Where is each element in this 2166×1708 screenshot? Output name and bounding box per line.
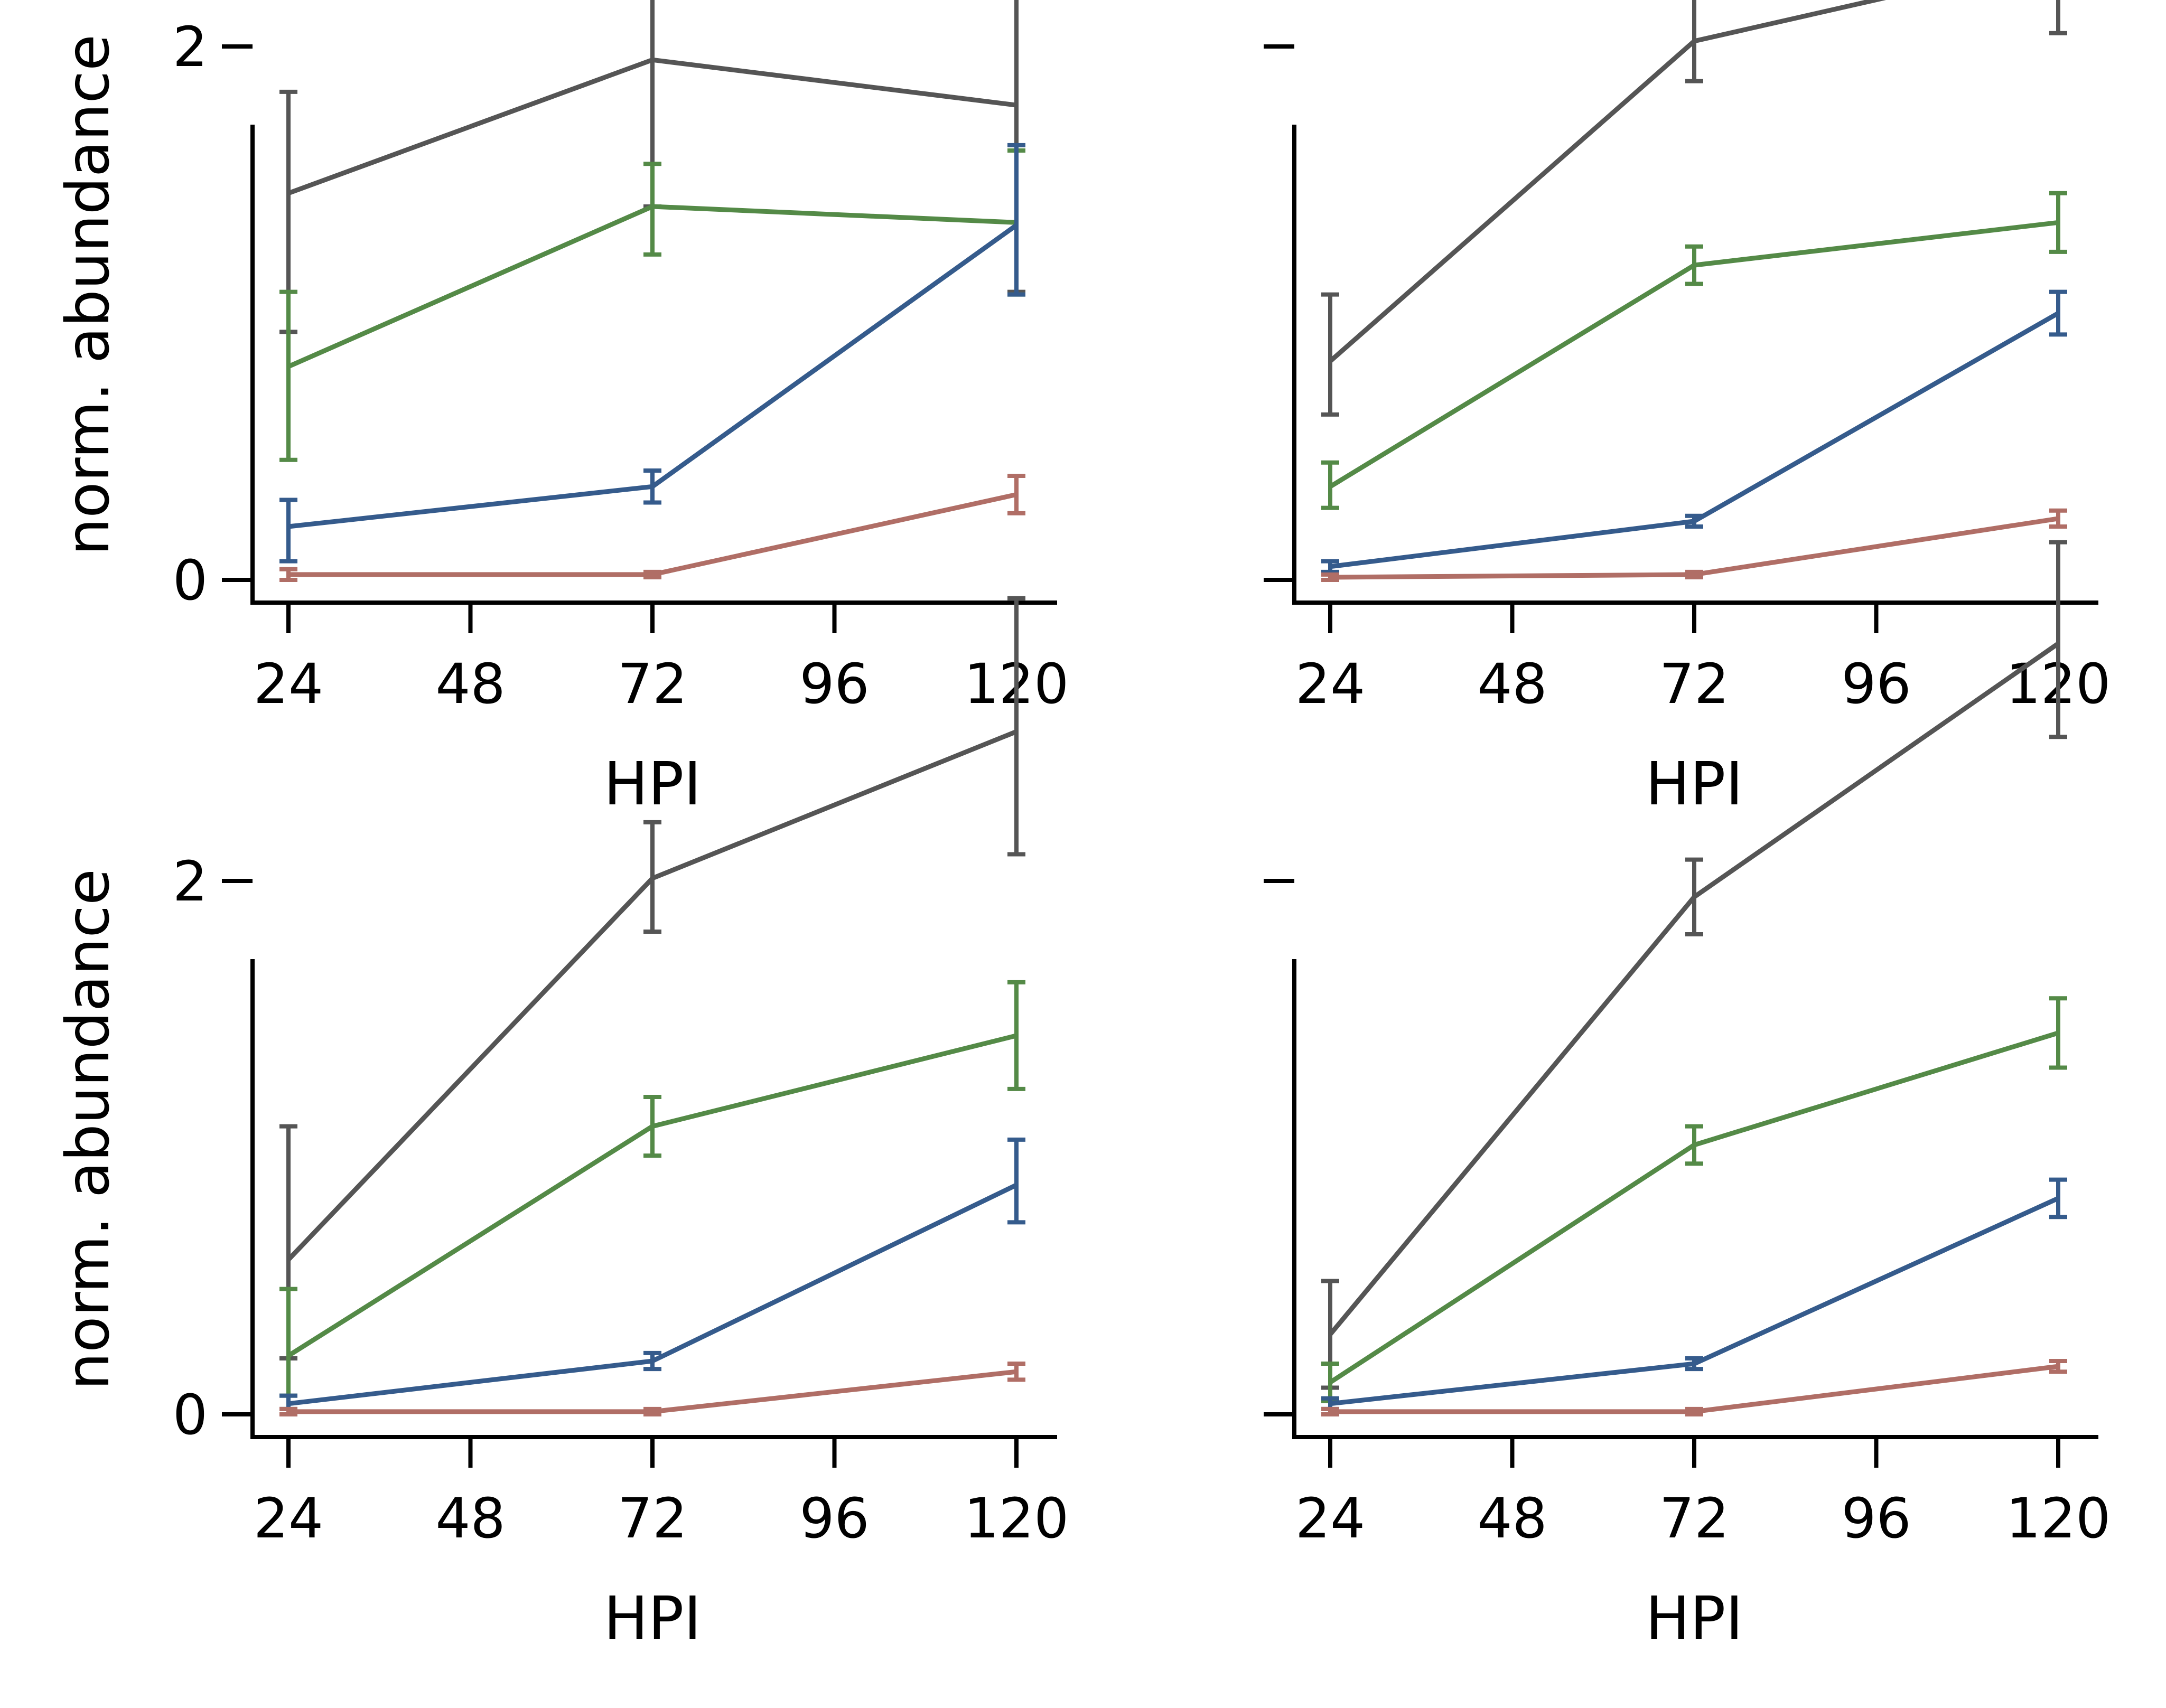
x-tick-label: 72 bbox=[618, 1486, 687, 1551]
x-tick-label: 120 bbox=[964, 1486, 1069, 1551]
x-tick-label: 48 bbox=[1477, 652, 1547, 716]
error-bar bbox=[279, 498, 297, 564]
x-tick-label: 48 bbox=[435, 652, 505, 716]
error-bar bbox=[279, 1287, 297, 1398]
x-axis-label: HPI bbox=[1646, 750, 1743, 819]
series-1 bbox=[279, 980, 1025, 1398]
x-tick-label: 24 bbox=[1295, 652, 1365, 716]
panel-bottom-left: 24 48 72 96 120 0 2 HPI norm. abundance bbox=[54, 596, 1069, 1653]
y-axis-label: norm. abundance bbox=[54, 869, 123, 1390]
series-line bbox=[1330, 1196, 2059, 1406]
error-bar bbox=[643, 162, 661, 257]
x-tick-label: 24 bbox=[254, 652, 323, 716]
error-bar bbox=[1007, 596, 1025, 857]
series-3 bbox=[1321, 1359, 2067, 1416]
series-0 bbox=[1321, 0, 2067, 417]
error-bar bbox=[279, 289, 297, 462]
y-tick-label: 0 bbox=[173, 548, 208, 613]
series-line bbox=[288, 492, 1017, 577]
series-2 bbox=[279, 143, 1025, 564]
x-tick-label: 120 bbox=[2006, 1486, 2111, 1551]
y-tick-label: 2 bbox=[173, 15, 208, 79]
series-line bbox=[1330, 1364, 2059, 1414]
y-tick-label: 2 bbox=[173, 849, 208, 914]
series-1 bbox=[1321, 191, 2067, 510]
series-0 bbox=[279, 596, 1025, 1360]
error-bar bbox=[1321, 292, 1339, 417]
error-bar bbox=[1321, 460, 1339, 510]
error-bar bbox=[2049, 540, 2067, 739]
x-axis-label: HPI bbox=[604, 1584, 702, 1653]
error-bar bbox=[2049, 0, 2067, 35]
series-3 bbox=[1321, 508, 2067, 582]
series-1 bbox=[1321, 996, 2067, 1403]
error-bar bbox=[643, 820, 661, 934]
series-line bbox=[287, 1033, 1017, 1358]
x-tick-label: 48 bbox=[435, 1486, 505, 1551]
series-2 bbox=[1321, 289, 2067, 574]
panel-bottom-right: 24 48 72 96 120 HPI bbox=[1264, 540, 2111, 1653]
x-tick-label: 48 bbox=[1477, 1486, 1547, 1551]
series-2 bbox=[1321, 1177, 2067, 1411]
series-line bbox=[1328, 641, 2060, 1336]
x-tick-label: 72 bbox=[618, 652, 687, 716]
series-2 bbox=[279, 1137, 1025, 1411]
error-bar bbox=[1007, 143, 1025, 297]
x-tick-label: 24 bbox=[1295, 1486, 1365, 1551]
x-tick-label: 72 bbox=[1659, 652, 1729, 716]
x-axis-label: HPI bbox=[1646, 1584, 1743, 1653]
y-tick-label: 0 bbox=[173, 1383, 208, 1447]
x-tick-label: 96 bbox=[799, 1486, 869, 1551]
error-bar bbox=[1685, 0, 1703, 83]
x-tick-label: 96 bbox=[799, 652, 869, 716]
x-tick-label: 96 bbox=[1841, 1486, 1911, 1551]
series-3 bbox=[279, 474, 1025, 582]
series-3 bbox=[279, 1362, 1025, 1416]
y-axis-label: norm. abundance bbox=[54, 34, 123, 556]
x-tick-label: 72 bbox=[1659, 1486, 1729, 1551]
error-bar bbox=[1007, 1137, 1025, 1225]
series-1 bbox=[279, 148, 1025, 462]
x-tick-label: 96 bbox=[1841, 652, 1911, 716]
x-tick-label: 24 bbox=[254, 1486, 323, 1551]
x-axis-label: HPI bbox=[604, 750, 702, 819]
series-line bbox=[1329, 1030, 2059, 1385]
